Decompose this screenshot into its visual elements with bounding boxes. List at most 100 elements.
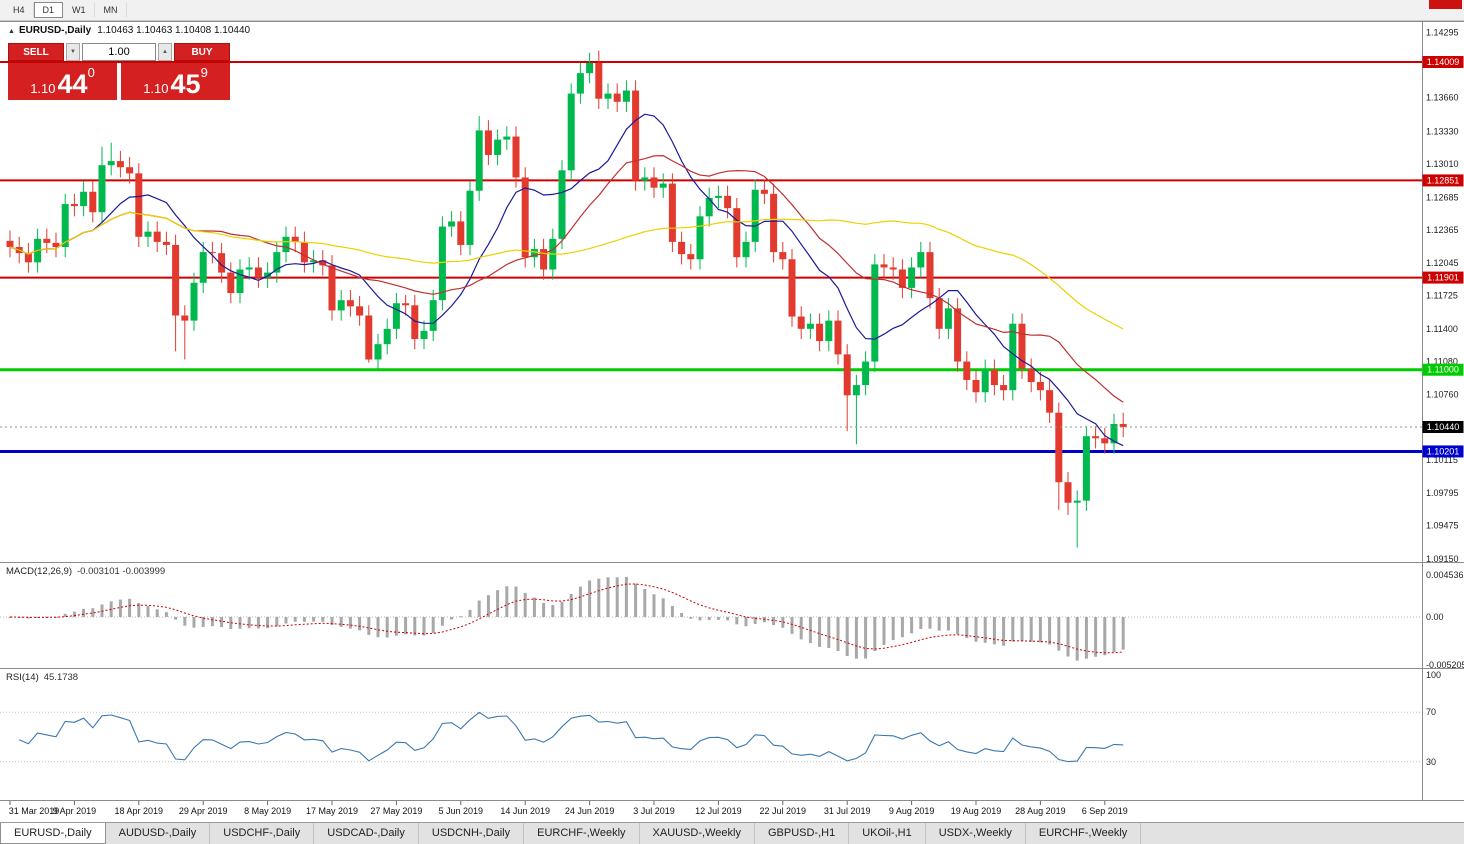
svg-text:31 Jul 2019: 31 Jul 2019: [824, 806, 871, 816]
rsi-axis[interactable]: 100 70 30: [1426, 670, 1441, 767]
trade-panel-controls: SELL ▼ ▲ BUY: [8, 43, 230, 61]
one-click-toggle-icon[interactable]: ▲: [8, 28, 15, 35]
macd-values: -0.003101 -0.003999: [77, 566, 166, 577]
price-line-badge: 1.10201: [1422, 445, 1464, 458]
chart-tab-usdxweekly[interactable]: USDX-,Weekly: [926, 823, 1026, 844]
svg-text:1.11901: 1.11901: [1427, 273, 1459, 283]
svg-text:1.14009: 1.14009: [1427, 57, 1460, 67]
svg-text:6 Sep 2019: 6 Sep 2019: [1082, 806, 1128, 816]
svg-text:1.12045: 1.12045: [1426, 258, 1459, 268]
volume-down-button[interactable]: ▼: [66, 43, 80, 61]
rsi-value: 45.1738: [43, 672, 79, 683]
svg-text:1.09475: 1.09475: [1426, 521, 1459, 531]
svg-text:19 Aug 2019: 19 Aug 2019: [951, 806, 1002, 816]
trade-panel-prices: 1.10 44 0 1.10 45 9: [8, 63, 230, 100]
svg-text:8 May 2019: 8 May 2019: [244, 806, 291, 816]
svg-text:18 Apr 2019: 18 Apr 2019: [115, 806, 164, 816]
chart-symbol-label: EURUSD-,Daily: [18, 25, 92, 36]
pane-splitter-macd[interactable]: [0, 560, 1464, 565]
svg-text:14 Jun 2019: 14 Jun 2019: [500, 806, 550, 816]
svg-text:1.11080: 1.11080: [1426, 357, 1458, 367]
macd-histogram: [8, 576, 1125, 661]
tf-d1-button[interactable]: D1: [33, 2, 64, 18]
chart-tab-ukoilh1[interactable]: UKOil-,H1: [849, 823, 926, 844]
svg-text:1.11400: 1.11400: [1426, 324, 1458, 334]
candlesticks[interactable]: [6, 50, 1127, 548]
svg-text:28 Aug 2019: 28 Aug 2019: [1015, 806, 1066, 816]
price-line-badge: 1.11901: [1422, 271, 1464, 284]
svg-text:9 Aug 2019: 9 Aug 2019: [889, 806, 935, 816]
pane-borders: [0, 21, 1464, 801]
svg-text:-0.005205: -0.005205: [1426, 660, 1464, 670]
svg-text:29 Apr 2019: 29 Apr 2019: [179, 806, 228, 816]
volume-up-button[interactable]: ▲: [158, 43, 172, 61]
chart-tab-bar: EURUSD-,Daily AUDUSD-,Daily USDCHF-,Daily U…: [0, 822, 1464, 844]
svg-text:1.13010: 1.13010: [1426, 159, 1459, 169]
svg-text:1.12365: 1.12365: [1426, 225, 1459, 235]
svg-text:9 Apr 2019: 9 Apr 2019: [53, 806, 97, 816]
svg-text:0.00: 0.00: [1426, 612, 1444, 622]
horizontal-price-lines[interactable]: [0, 60, 1422, 453]
chart-tab-usdcaddaily[interactable]: USDCAD-,Daily: [314, 823, 419, 844]
price-line-badge: 1.11000: [1422, 363, 1464, 376]
chart-tab-eurchfweekly[interactable]: EURCHF-,Weekly: [1026, 823, 1142, 844]
rsi-label: RSI(14) 45.1738: [6, 672, 78, 683]
svg-text:1.11725: 1.11725: [1426, 291, 1458, 301]
macd-axis[interactable]: 0.004536 0.00 -0.005205: [1426, 570, 1464, 670]
svg-text:1.09150: 1.09150: [1426, 554, 1459, 564]
buy-button[interactable]: BUY: [174, 43, 230, 61]
tf-mn-button[interactable]: MN: [95, 2, 127, 18]
sell-price-tile[interactable]: 1.10 44 0: [8, 63, 117, 100]
buy-price-point: 9: [200, 65, 208, 80]
chart-tab-gbpusdh1[interactable]: GBPUSD-,H1: [755, 823, 850, 844]
price-line-badge: 1.12851: [1422, 174, 1464, 187]
svg-text:1.09795: 1.09795: [1426, 488, 1459, 498]
svg-text:31 Mar 2019: 31 Mar 2019: [9, 806, 60, 816]
volume-input[interactable]: [82, 43, 156, 61]
svg-text:24 Jun 2019: 24 Jun 2019: [565, 806, 615, 816]
chart-ohlc-values: 1.10463 1.10463 1.10408 1.10440: [97, 25, 251, 36]
svg-text:1.13660: 1.13660: [1426, 93, 1459, 103]
svg-text:70: 70: [1426, 707, 1436, 717]
price-line-badge: 1.14009: [1422, 55, 1464, 68]
svg-text:1.10440: 1.10440: [1427, 422, 1460, 432]
svg-text:22 Jul 2019: 22 Jul 2019: [760, 806, 807, 816]
chart-tab-audusddaily[interactable]: AUDUSD-,Daily: [106, 823, 211, 844]
chart-tab-usdcnhdaily[interactable]: USDCNH-,Daily: [419, 823, 525, 844]
chart-tab-usdchfdaily[interactable]: USDCHF-,Daily: [210, 823, 315, 844]
sell-price-pips: 44: [57, 69, 88, 100]
close-button[interactable]: [1429, 0, 1462, 9]
svg-text:1.10115: 1.10115: [1426, 455, 1458, 465]
svg-text:3 Jul 2019: 3 Jul 2019: [633, 806, 675, 816]
svg-text:1.12851: 1.12851: [1427, 175, 1460, 185]
buy-price-tile[interactable]: 1.10 45 9: [121, 63, 230, 100]
macd-signal-line: [9, 583, 1124, 654]
svg-text:1.14295: 1.14295: [1426, 28, 1459, 38]
svg-text:0.004536: 0.004536: [1426, 570, 1464, 580]
sell-button[interactable]: SELL: [8, 43, 64, 61]
chart-tab-eurchfweekly[interactable]: EURCHF-,Weekly: [524, 823, 640, 844]
svg-text:1.10201: 1.10201: [1427, 446, 1460, 456]
current-price-badge: 1.10440: [1422, 421, 1464, 433]
sell-price-point: 0: [87, 65, 95, 80]
price-axis[interactable]: 1.14295 1.13660 1.13330 1.13010 1.12685 1.123…: [1426, 28, 1459, 564]
svg-text:30: 30: [1426, 757, 1436, 767]
ma-10-line: [9, 113, 1124, 447]
macd-label: MACD(12,26,9) -0.003101 -0.003999: [6, 566, 165, 577]
tf-w1-button[interactable]: W1: [63, 2, 95, 18]
svg-text:1.12685: 1.12685: [1426, 192, 1459, 202]
pane-splitter-rsi[interactable]: [0, 666, 1464, 671]
tf-h4-button[interactable]: H4: [4, 2, 34, 18]
chart-tab-xauusdweekly[interactable]: XAUUSD-,Weekly: [640, 823, 755, 844]
svg-text:27 May 2019: 27 May 2019: [370, 806, 422, 816]
buy-price-pips: 45: [170, 69, 201, 100]
macd-name: MACD(12,26,9): [6, 566, 72, 577]
svg-text:1.11000: 1.11000: [1427, 365, 1459, 375]
ma-50-line: [9, 211, 1124, 330]
sell-price-main: 1.10: [30, 81, 56, 96]
chart-title: ▲ EURUSD-,Daily 1.10463 1.10463 1.10408 1.…: [8, 25, 250, 36]
svg-text:1.13330: 1.13330: [1426, 126, 1459, 136]
chart-tab-eurusddaily[interactable]: EURUSD-,Daily: [0, 823, 106, 844]
